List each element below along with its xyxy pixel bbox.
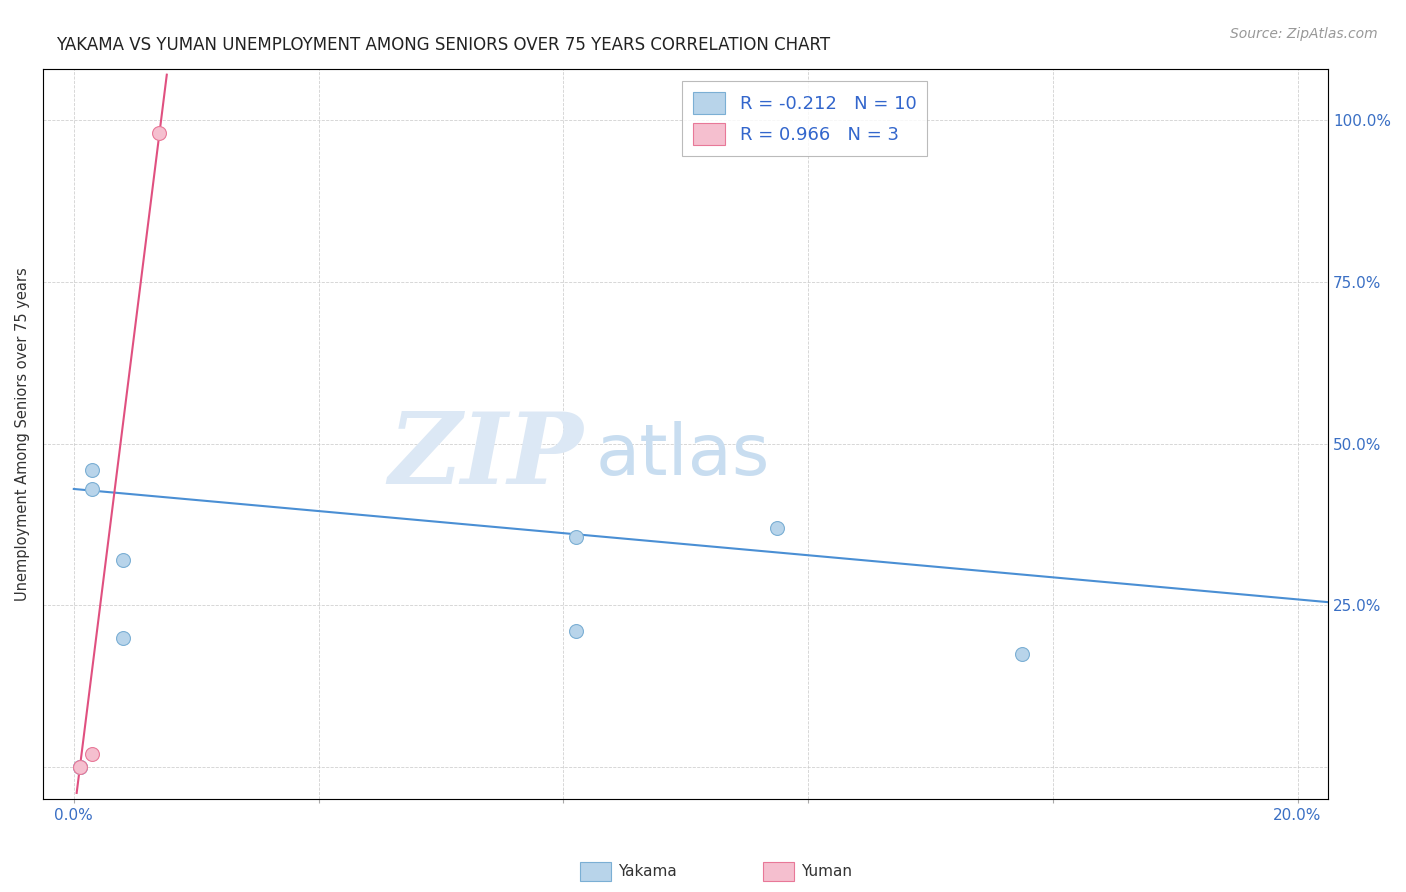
Text: Source: ZipAtlas.com: Source: ZipAtlas.com (1230, 27, 1378, 41)
Yuman (148, 126, 170, 140)
Legend: R = -0.212   N = 10, R = 0.966   N = 3: R = -0.212 N = 10, R = 0.966 N = 3 (682, 81, 927, 156)
Yakama (1011, 647, 1033, 661)
Yakama (564, 624, 586, 639)
Yakama (111, 631, 134, 645)
Yakama (766, 521, 789, 535)
Yakama (564, 531, 586, 545)
Text: Yakama: Yakama (619, 864, 676, 879)
Yakama (82, 482, 104, 496)
Text: atlas: atlas (596, 421, 770, 491)
Yakama (82, 462, 104, 476)
Yuman (69, 760, 91, 774)
Yakama (69, 760, 91, 774)
Yakama (69, 760, 91, 774)
Text: YAKAMA VS YUMAN UNEMPLOYMENT AMONG SENIORS OVER 75 YEARS CORRELATION CHART: YAKAMA VS YUMAN UNEMPLOYMENT AMONG SENIO… (56, 36, 831, 54)
Text: Yuman: Yuman (801, 864, 852, 879)
Yakama (111, 553, 134, 567)
Y-axis label: Unemployment Among Seniors over 75 years: Unemployment Among Seniors over 75 years (15, 267, 30, 601)
Yuman (82, 747, 104, 761)
Text: ZIP: ZIP (388, 408, 583, 504)
